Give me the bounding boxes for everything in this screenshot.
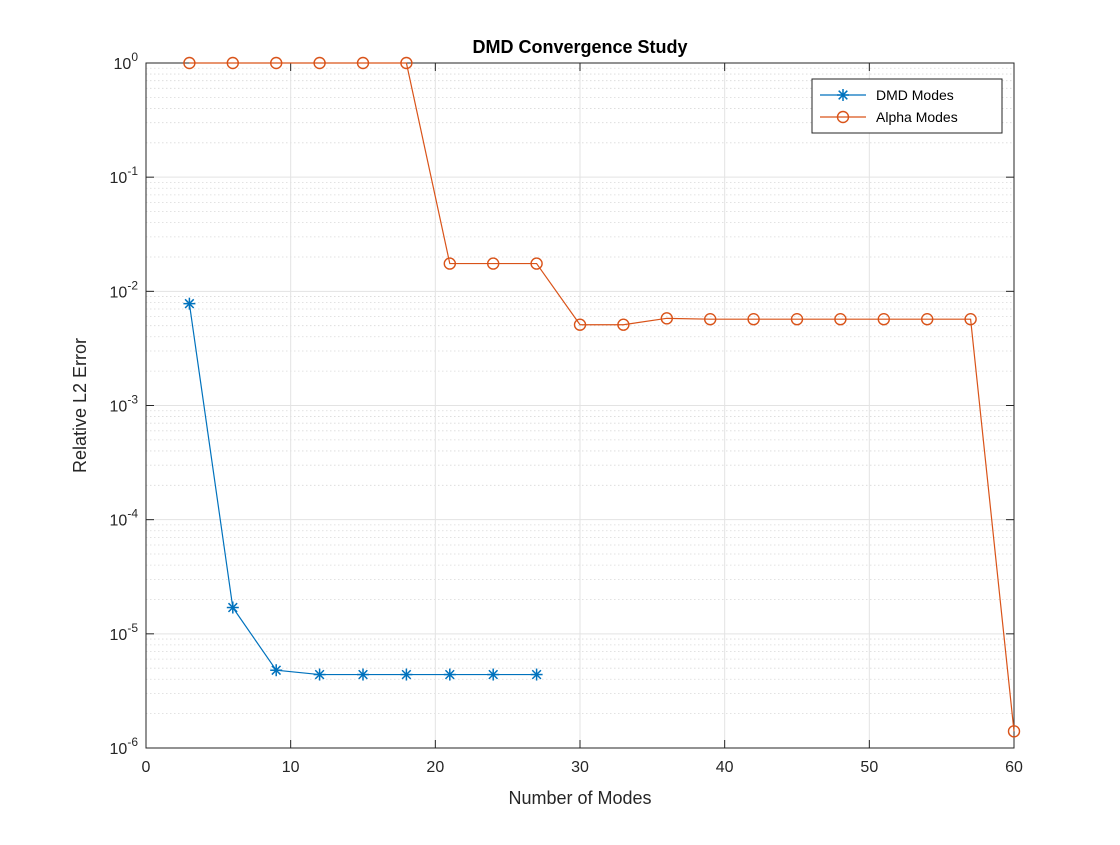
y-tick-label-exponent: -6 [127, 735, 138, 749]
data-point [530, 257, 543, 270]
y-tick-label: 10-4 [110, 507, 139, 530]
data-point [183, 56, 196, 70]
data-point [573, 318, 587, 331]
x-tick-label: 50 [860, 759, 878, 776]
data-point [357, 668, 369, 681]
x-tick-label: 60 [1005, 759, 1023, 776]
y-tick-label-exponent: -3 [127, 393, 138, 407]
y-tick-label-base: 10 [110, 399, 128, 416]
legend-box [811, 78, 1003, 134]
data-point [487, 257, 500, 270]
data-point [443, 668, 456, 681]
data-point [226, 601, 239, 614]
y-tick-label-exponent: -5 [127, 621, 138, 635]
y-tick-label: 10-1 [110, 164, 139, 187]
y-axis-label: Relative L2 Error [70, 338, 90, 473]
series-line [189, 62, 1015, 732]
chart-title: DMD Convergence Study [472, 37, 687, 57]
data-point [834, 313, 847, 326]
data-point [1007, 725, 1021, 738]
legend-marker [837, 89, 849, 101]
data-point [660, 312, 673, 325]
y-tick-label: 10-3 [110, 393, 139, 416]
data-point [617, 318, 630, 331]
tick-marks [145, 62, 1015, 749]
grid [145, 62, 1015, 749]
y-tick-label-exponent: -4 [127, 507, 138, 521]
data-point [356, 56, 370, 70]
data-point [964, 313, 977, 326]
y-tick-label-exponent: -2 [127, 278, 138, 292]
y-tick-label: 10-6 [110, 735, 139, 758]
data-point [704, 313, 717, 326]
data-point [270, 56, 283, 70]
data-point [183, 297, 196, 310]
legend: DMD Modes Alpha Modes [811, 78, 1003, 134]
data-point [747, 313, 760, 326]
legend-entry: Alpha Modes [820, 109, 958, 125]
y-tick-label: 10-5 [110, 621, 139, 644]
y-tick-label: 100 [114, 50, 139, 73]
data-point [443, 257, 456, 270]
x-tick-label: 40 [716, 759, 734, 776]
data-point [226, 56, 240, 70]
y-tick-label-exponent: -1 [127, 164, 138, 178]
data-point [877, 313, 890, 326]
y-tick-label-exponent: 0 [131, 50, 138, 64]
data-point [530, 668, 543, 681]
y-tick-label: 10-2 [110, 278, 139, 301]
x-tick-label: 30 [571, 759, 589, 776]
y-tick-label-base: 10 [110, 284, 128, 301]
series-layer [183, 56, 1021, 738]
data-point [270, 664, 283, 677]
data-point [921, 313, 934, 326]
series-dmd-modes [183, 297, 543, 681]
legend-label: Alpha Modes [876, 109, 958, 125]
series-alpha-modes [183, 56, 1021, 738]
data-point [790, 313, 804, 326]
y-tick-label-base: 10 [110, 627, 128, 644]
legend-label: DMD Modes [876, 87, 954, 103]
x-tick-label: 10 [282, 759, 300, 776]
legend-items: DMD Modes Alpha Modes [820, 87, 958, 125]
legend-marker [836, 110, 850, 124]
x-tick-label: 20 [426, 759, 444, 776]
data-point [400, 668, 413, 681]
y-tick-label-base: 10 [110, 513, 128, 530]
legend-entry: DMD Modes [820, 87, 954, 103]
y-tick-label-base: 10 [114, 56, 132, 73]
x-axis-label: Number of Modes [508, 788, 651, 808]
data-point [313, 56, 326, 70]
y-tick-label-base: 10 [110, 741, 128, 758]
data-point [400, 56, 413, 70]
data-point [487, 668, 500, 681]
y-tick-label-base: 10 [110, 170, 128, 187]
data-point [313, 668, 326, 681]
x-tick-label: 0 [142, 759, 151, 776]
